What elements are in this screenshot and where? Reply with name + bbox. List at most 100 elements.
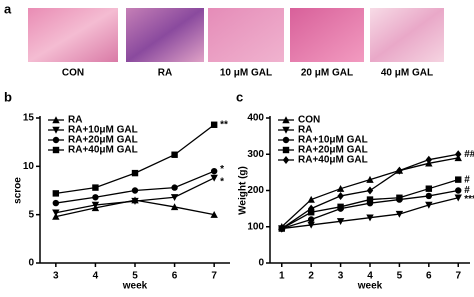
y-axis-label: Weight (g) [238,166,249,215]
x-tick-label: 1 [279,271,285,282]
data-point [366,214,374,222]
annotation: # [464,174,470,185]
y-tick-label: 400 [247,113,264,124]
image [208,8,284,62]
legend-marker [282,156,290,164]
legend-label: RA+10μM GAL [298,135,368,146]
legend-label: RA+40μM GAL [68,145,138,156]
annotation: ** [220,119,228,130]
x-tick-label: 3 [53,271,59,282]
y-tick-label: 300 [247,149,264,160]
legend-label: RA+10μM GAL [68,125,138,136]
y-tick-label: 5 [28,209,34,220]
data-point [425,155,433,164]
data-point [52,199,60,207]
data-point [337,203,344,211]
y-tick-label: 100 [247,221,264,232]
legend-label: RA+20μM GAL [298,145,368,156]
x-axis-label: week [122,281,148,292]
data-point [366,175,374,183]
data-point [425,192,433,200]
data-point [307,204,315,213]
legend-label: RA+40μM GAL [298,155,368,166]
data-point [366,186,374,195]
image [126,8,204,62]
panel-label: a [4,1,12,16]
y-tick-label: 10 [23,161,35,172]
data-point [454,194,462,202]
x-tick-label: 7 [455,271,461,282]
legend-marker [52,146,60,154]
data-point [92,184,99,191]
x-tick-label: 2 [308,271,314,282]
data-point [170,203,179,211]
panel-label: b [4,89,12,104]
data-point [278,224,285,233]
data-point [455,187,462,194]
data-point [91,201,100,209]
legend-label: RA+20μM GAL [68,135,138,146]
x-tick-label: 6 [426,271,432,282]
legend-marker [282,126,290,134]
data-point [210,210,218,218]
data-point [395,210,404,218]
data-point [455,150,462,159]
data-point [131,169,139,177]
series-line [55,177,215,214]
x-tick-label: 3 [338,271,344,282]
x-tick-label: 4 [93,271,99,282]
image-label: 40 μM GAL [381,68,433,79]
annotation: # [464,185,470,196]
annotation: *** [464,194,474,205]
data-point [307,216,315,223]
legend-marker [52,136,60,144]
y-tick-label: 200 [247,185,264,196]
data-point [171,184,178,191]
data-point [52,190,60,197]
legend-label: RA [68,115,82,126]
image-label: 20 μM GAL [301,68,353,79]
image [370,8,444,62]
annotation: * [220,176,224,187]
data-point [425,201,433,209]
y-tick-label: 0 [28,258,34,269]
image-label: RA [158,68,172,79]
annotation: ## [464,149,474,160]
image [28,8,118,62]
legend-marker [52,116,60,124]
image-label: CON [62,68,84,79]
y-tick-label: 0 [258,258,264,269]
x-tick-label: 5 [397,271,403,282]
image-label: 10 μM GAL [220,68,272,79]
data-point [307,221,315,229]
data-point [131,197,139,205]
data-point [396,166,403,175]
data-point [455,176,462,183]
data-point [336,218,345,226]
data-point [366,196,374,203]
histology-images [28,8,444,62]
x-axis-label: week [357,281,383,292]
x-tick-label: 7 [211,271,217,282]
data-point [210,121,218,128]
panel-label: c [236,89,243,104]
image [290,8,364,62]
y-tick-label: 15 [23,113,35,124]
data-point [170,194,179,201]
legend-marker [282,146,290,154]
annotation: * [220,164,224,175]
legend-label: RA [298,125,312,136]
legend-marker [282,136,290,144]
legend-marker [52,126,60,134]
data-point [336,184,345,192]
data-point [131,187,139,194]
legend-marker [282,116,290,124]
x-tick-label: 4 [367,271,373,282]
data-point [396,194,403,201]
x-tick-label: 6 [172,271,178,282]
data-point [210,174,218,182]
data-point [425,185,433,192]
data-point [307,195,315,203]
data-point [52,209,60,217]
